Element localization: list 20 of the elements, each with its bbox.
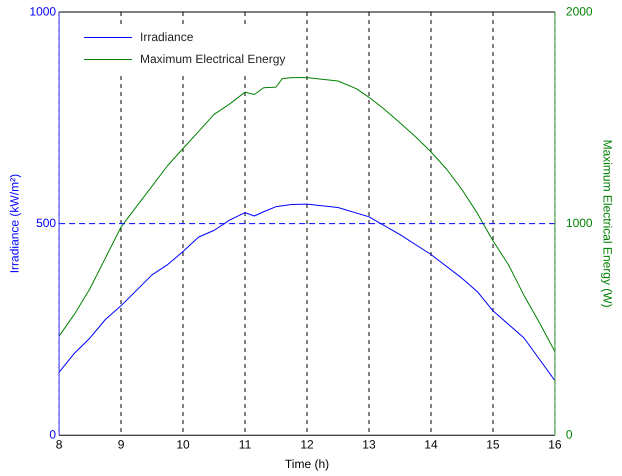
x-tick-label: 10: [176, 438, 190, 452]
x-tick-label: 16: [548, 438, 562, 452]
x-tick-label: 13: [362, 438, 376, 452]
y-tick-label: 0: [49, 428, 56, 442]
x-tick-label: 11: [238, 438, 252, 452]
legend-label: Irradiance: [140, 30, 194, 44]
y2-tick-label: 2000: [566, 4, 593, 18]
y-tick-label: 500: [36, 216, 56, 230]
y-axis-title: Irradiance (kW/m²): [8, 174, 22, 274]
x-axis-title: Time (h): [284, 457, 330, 472]
y2-axis-title: Maximum Electrical Energy (W): [600, 140, 614, 308]
legend-label: Maximum Electrical Energy: [140, 52, 286, 66]
x-tick-label: 8: [56, 438, 63, 452]
x-tick-label: 12: [300, 438, 314, 452]
x-tick-label: 9: [118, 438, 125, 452]
y2-tick-label: 1000: [566, 216, 593, 230]
x-tick-label: 14: [424, 438, 438, 452]
y-tick-label: 1000: [29, 4, 56, 18]
y2-tick-label: 0: [566, 428, 573, 442]
x-tick-label: 15: [486, 438, 500, 452]
